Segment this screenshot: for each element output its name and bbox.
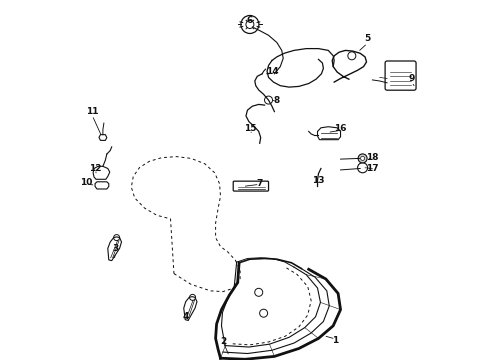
Text: 12: 12	[89, 164, 102, 173]
Text: 2: 2	[220, 338, 226, 346]
FancyBboxPatch shape	[385, 61, 416, 90]
Text: 5: 5	[365, 34, 370, 43]
Polygon shape	[93, 166, 110, 179]
Circle shape	[361, 156, 365, 161]
Text: 18: 18	[366, 153, 379, 162]
Text: 11: 11	[86, 107, 98, 116]
Polygon shape	[318, 127, 341, 140]
Text: 8: 8	[274, 95, 280, 104]
Text: 6: 6	[247, 16, 253, 25]
Text: 14: 14	[266, 68, 278, 77]
Circle shape	[358, 154, 367, 163]
Text: 17: 17	[366, 164, 379, 173]
Text: 15: 15	[244, 124, 256, 133]
Polygon shape	[99, 135, 107, 140]
Polygon shape	[184, 297, 197, 320]
Polygon shape	[95, 182, 109, 189]
FancyBboxPatch shape	[233, 181, 269, 191]
Text: 7: 7	[256, 179, 263, 188]
Text: 13: 13	[312, 176, 325, 185]
Text: 3: 3	[112, 244, 118, 253]
Text: 4: 4	[183, 312, 190, 321]
Text: 16: 16	[334, 124, 347, 133]
Polygon shape	[108, 237, 122, 261]
Text: 1: 1	[333, 336, 339, 345]
Text: 10: 10	[79, 178, 92, 187]
Text: 9: 9	[408, 74, 415, 83]
